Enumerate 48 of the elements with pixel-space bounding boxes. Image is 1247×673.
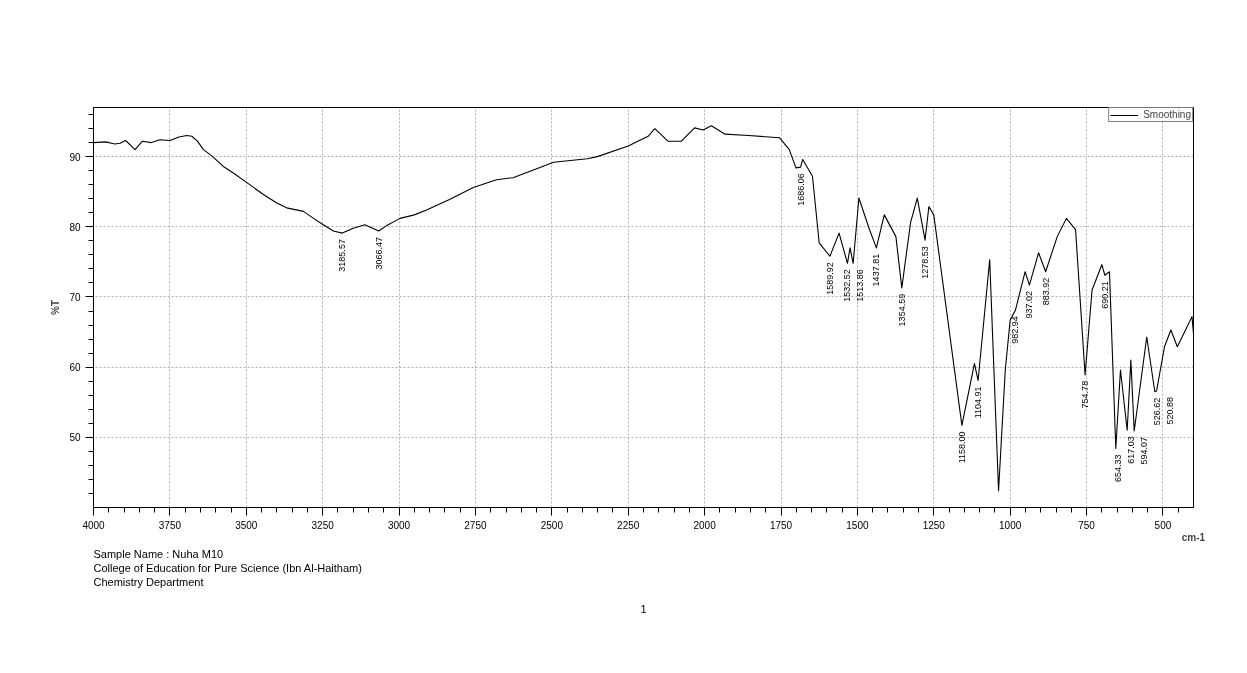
text: College of Education for Pure Science (Ibn Al-Haitham) xyxy=(93,561,362,574)
y-tick-label: 50 xyxy=(69,432,81,444)
x-tick-label: 2250 xyxy=(617,519,640,531)
annotation: 883.92 xyxy=(1040,277,1051,306)
x-tick-label: 500 xyxy=(1154,519,1172,531)
x-tick-label: 4000 xyxy=(82,519,106,531)
annotation: 3185.57 xyxy=(337,239,348,272)
y-tick-label: 90 xyxy=(69,151,81,163)
x-tick-label: 2000 xyxy=(693,519,717,531)
annotation: 654.33 xyxy=(1112,454,1123,483)
legend-label: Smoothing xyxy=(1143,109,1191,120)
x-tick-label: 3250 xyxy=(311,519,335,531)
annotation: 1278.53 xyxy=(920,246,931,279)
annotation: 982.94 xyxy=(1010,316,1021,344)
annotation: 1686.06 xyxy=(795,173,806,206)
annotation: 1354.59 xyxy=(896,293,907,327)
x-tick-label: 3000 xyxy=(387,519,411,531)
annotation: 594.07 xyxy=(1138,437,1149,465)
annotation: 3066.47 xyxy=(373,236,384,270)
text: Chemistry Department xyxy=(93,575,204,588)
text: 1 xyxy=(640,602,647,615)
annotation: 526.62 xyxy=(1151,397,1162,426)
x-tick-label: 1500 xyxy=(846,519,869,531)
annotation: 520.88 xyxy=(1164,397,1175,425)
x-tick-label: 1750 xyxy=(769,519,793,531)
y-tick-label: 70 xyxy=(69,291,81,303)
annotation: 937.02 xyxy=(1024,291,1035,319)
annotation: 690.21 xyxy=(1099,281,1110,309)
y-tick-label: 80 xyxy=(69,221,81,233)
text: Sample Name : Nuha M10 xyxy=(93,547,224,560)
x-tick-label: 2750 xyxy=(464,519,488,531)
x-tick-label: 2500 xyxy=(540,519,564,531)
annotation: 1104.91 xyxy=(973,386,984,419)
annotation: 754.78 xyxy=(1080,380,1091,409)
x-tick-label: 1000 xyxy=(999,519,1022,531)
y-axis-title: %T xyxy=(50,300,62,315)
x-tick-label: 750 xyxy=(1078,519,1096,531)
annotation: 1589.92 xyxy=(824,262,835,295)
annotation: 617.03 xyxy=(1125,436,1136,464)
annotation: 1532.52 xyxy=(842,269,853,302)
annotation: 1437.81 xyxy=(871,253,882,287)
x-tick-label: 3500 xyxy=(235,519,258,531)
annotation: 1158.00 xyxy=(956,431,967,464)
x-tick-label: 3750 xyxy=(158,519,182,531)
x-tick-label: 1250 xyxy=(922,519,946,531)
x-axis-title: cm-1 xyxy=(1181,531,1206,543)
annotation: 1513.86 xyxy=(855,269,866,302)
y-tick-label: 60 xyxy=(69,362,81,374)
